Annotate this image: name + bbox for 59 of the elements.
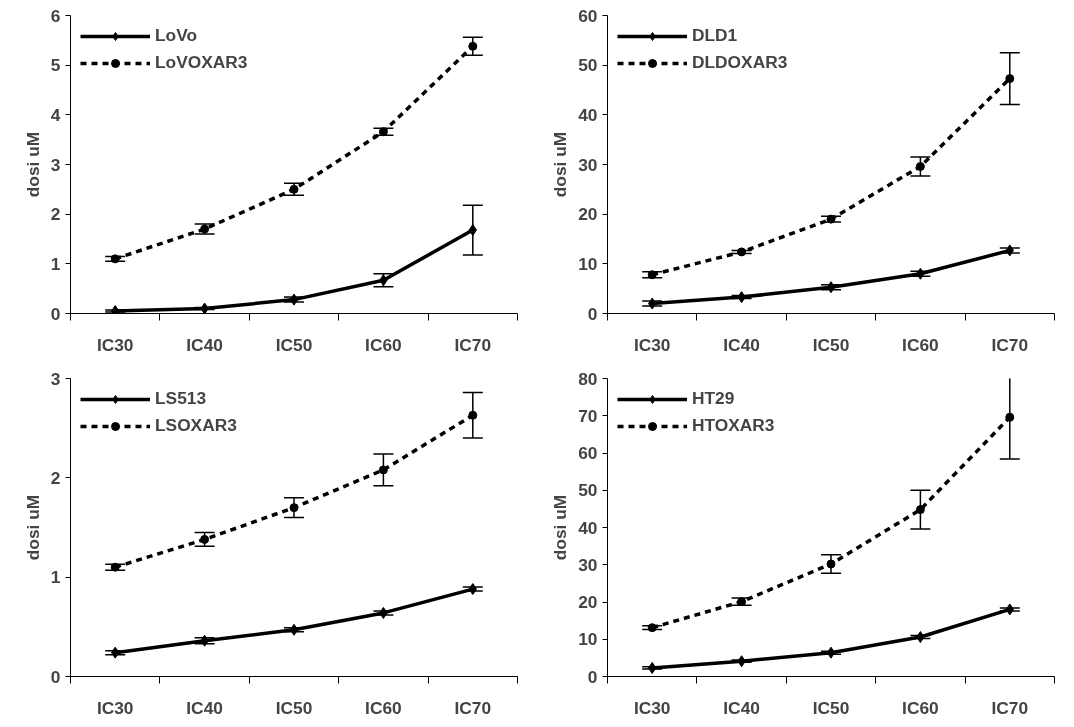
x-tick-label: IC30: [96, 334, 134, 355]
y-axis-title: dosi uM: [550, 131, 571, 198]
y-tick-label: 1: [50, 567, 61, 588]
x-tick-label: IC30: [633, 697, 671, 718]
x-tick-label: IC30: [633, 334, 671, 355]
x-tick-label: IC50: [275, 697, 313, 718]
y-tick-label: 10: [578, 253, 598, 274]
x-tick-label: IC70: [454, 334, 492, 355]
legend-label: DLD1: [692, 25, 738, 46]
x-tick-label: IC40: [723, 697, 760, 718]
y-tick-label: 20: [578, 204, 598, 225]
y-tick-label: 3: [50, 368, 61, 389]
legend-label: LoVOXAR3: [155, 52, 248, 73]
x-tick-label: IC70: [991, 334, 1029, 355]
y-tick-label: 2: [50, 204, 61, 225]
x-tick-label: IC50: [812, 697, 850, 718]
y-tick-label: 30: [578, 554, 598, 575]
y-tick-label: 2: [50, 467, 61, 488]
y-tick-label: 1: [50, 253, 61, 274]
y-tick-label: 40: [578, 517, 598, 538]
y-axis-title: dosi uM: [22, 494, 43, 561]
legend-label: LS513: [155, 388, 207, 409]
x-tick-label: IC60: [902, 697, 939, 718]
x-tick-label: IC50: [812, 334, 850, 355]
y-tick-label: 6: [50, 5, 61, 26]
y-tick-label: 70: [578, 405, 598, 426]
x-tick-label: IC70: [454, 697, 492, 718]
y-tick-label: 0: [587, 303, 598, 324]
x-tick-label: IC40: [186, 697, 223, 718]
x-tick-label: IC50: [275, 334, 313, 355]
y-tick-label: 50: [578, 55, 598, 76]
y-tick-label: 80: [578, 368, 598, 389]
y-tick-label: 0: [50, 666, 61, 687]
x-tick-label: IC60: [902, 334, 939, 355]
y-tick-label: 40: [578, 104, 598, 125]
y-tick-label: 0: [587, 666, 598, 687]
x-tick-label: IC60: [365, 697, 402, 718]
y-tick-label: 20: [578, 592, 598, 612]
x-tick-label: IC40: [723, 334, 760, 355]
y-tick-label: 60: [578, 443, 598, 463]
y-tick-label: 5: [50, 55, 61, 76]
y-tick-label: 10: [578, 629, 598, 650]
x-tick-label: IC70: [991, 697, 1029, 718]
y-tick-label: 30: [578, 154, 598, 175]
x-tick-label: IC30: [96, 697, 134, 718]
y-axis-title: dosi uM: [550, 494, 571, 561]
x-tick-label: IC60: [365, 334, 402, 355]
y-axis-title: dosi uM: [22, 131, 43, 198]
legend-label: DLDOXAR3: [692, 52, 788, 73]
y-tick-label: 3: [50, 154, 61, 175]
y-tick-label: 0: [50, 303, 61, 324]
legend-label: HT29: [692, 388, 735, 409]
y-tick-label: 60: [578, 5, 598, 26]
x-tick-label: IC40: [186, 334, 223, 355]
legend-label: LoVo: [155, 25, 198, 46]
legend-label: HTOXAR3: [692, 415, 775, 436]
y-tick-label: 4: [50, 104, 61, 125]
legend-label: LSOXAR3: [155, 415, 237, 436]
y-tick-label: 50: [578, 480, 598, 501]
